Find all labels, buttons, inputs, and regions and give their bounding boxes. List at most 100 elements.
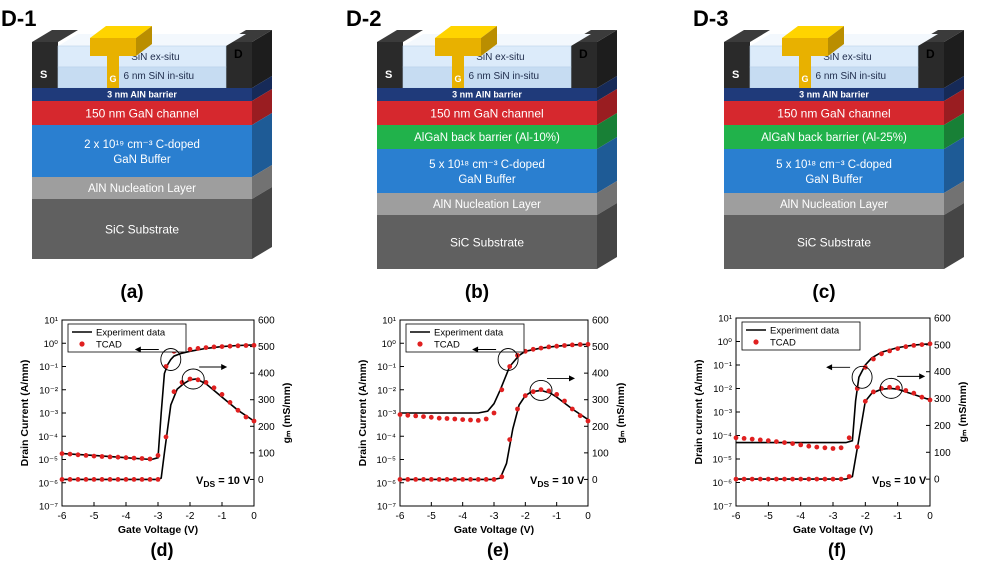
tcad-point: [171, 389, 177, 395]
y2-tick-label: 500: [258, 342, 275, 353]
vds-annotation: VDS = 10 V: [872, 475, 927, 489]
tcad-point: [838, 445, 844, 451]
drain-label: D: [579, 47, 588, 61]
y2-tick-label: 400: [592, 369, 609, 380]
passivation-in-label: 6 nm SiN in-situ: [469, 71, 540, 82]
arrow-left-head: [134, 346, 141, 353]
x-tick-label: -4: [122, 511, 131, 522]
tcad-point: [871, 356, 876, 362]
tcad-point: [814, 444, 820, 450]
tcad-point: [507, 437, 513, 442]
gate-label: G: [109, 74, 116, 84]
tcad-point: [163, 434, 169, 440]
gate-stem: [799, 56, 811, 88]
tcad-point: [483, 477, 489, 482]
tcad-point: [790, 441, 795, 446]
series-line-2: [400, 389, 589, 481]
legend-tcad: TCAD: [434, 340, 460, 351]
tcad-point: [854, 444, 860, 450]
panel-label: (f): [828, 540, 846, 560]
y-tick-label: 10⁻²: [39, 385, 58, 396]
barrier-layer-side: [944, 76, 964, 101]
tcad-point: [397, 412, 403, 417]
tcad-point: [123, 477, 129, 482]
gate-label: G: [454, 74, 461, 84]
tcad-point: [919, 394, 925, 400]
barrier-layer: [724, 88, 944, 101]
source-label: S: [385, 69, 392, 81]
passivation-in-label: 6 nm SiN in-situ: [816, 71, 887, 82]
tcad-point: [790, 476, 795, 482]
tcad-point: [436, 415, 442, 421]
drain-contact: [571, 42, 597, 88]
tcad-point: [428, 414, 434, 420]
x-tick-label: -5: [764, 511, 773, 522]
x-axis-label: Gate Voltage (V): [454, 524, 534, 536]
chart-f: -6 -5 -4 -3 -2 -1 0 10⁻⁷ 10⁻⁶ 10⁻⁵ 10⁻⁴ 10⁻³ 10⁻² 10⁻…: [668, 304, 983, 565]
x-tick-label: 0: [927, 511, 933, 522]
drain-contact-side: [944, 30, 964, 88]
source-label: S: [732, 69, 739, 81]
x-tick-label: -1: [893, 511, 902, 522]
vds-annotation: VDS = 10 V: [530, 475, 585, 489]
series-line-0: [400, 343, 589, 414]
tcad-point: [460, 477, 466, 482]
arrow-left-head: [826, 364, 833, 371]
tcad-point: [67, 451, 73, 457]
tcad-point: [75, 452, 81, 458]
tcad-point: [203, 380, 209, 385]
source-contact-top: [377, 30, 423, 42]
barrier-label: 3 nm AlN barrier: [799, 90, 869, 100]
tcad-point: [91, 453, 97, 459]
legend-point-swatch: [417, 341, 423, 347]
source-contact-top: [32, 30, 78, 42]
buffer-label-1: 5 x 10¹⁸ cm⁻³ C-doped: [429, 159, 545, 171]
tcad-point: [413, 477, 419, 482]
tcad-point: [155, 477, 161, 482]
stack-diagram: D-3 S D SiN ex-situ 6 nm SiN in-situ G 3 nm Al…: [693, 6, 964, 303]
tcad-point: [131, 455, 137, 461]
panel-label: (d): [151, 540, 174, 560]
y2-tick-label: 300: [592, 395, 609, 406]
tcad-point: [107, 477, 113, 482]
tcad-point: [806, 443, 812, 449]
y2-tick-label: 600: [592, 316, 609, 327]
y-tick-label: 10⁻⁶: [39, 478, 59, 489]
tcad-point: [413, 413, 419, 419]
gate-head-top: [90, 26, 152, 38]
tcad-point: [251, 342, 257, 348]
x-tick-label: -5: [90, 511, 99, 522]
tcad-point: [91, 477, 97, 482]
buffer-label-2: GaN Buffer: [113, 154, 170, 166]
x-tick-label: -1: [218, 511, 227, 522]
x-tick-label: -6: [732, 511, 741, 522]
tcad-point: [774, 439, 779, 444]
series-line-0: [61, 344, 255, 461]
drain-contact: [226, 42, 252, 88]
x-tick-label: -2: [861, 511, 870, 522]
panel-label: (e): [487, 540, 509, 560]
tcad-point: [546, 388, 552, 394]
tcad-point: [522, 393, 528, 399]
tcad-point: [139, 477, 145, 482]
drain-label: D: [234, 47, 243, 61]
barrier-layer: [377, 88, 597, 101]
tcad-point: [782, 476, 787, 482]
y-tick-label: 10⁻²: [377, 385, 396, 396]
chart-d: -6 -5 -4 -3 -2 -1 0 10⁻⁷ 10⁻⁶ 10⁻⁵ 10⁻⁴ 10⁻³ 10⁻² 10⁻…: [0, 308, 320, 565]
substrate-label: SiC Substrate: [105, 222, 179, 236]
gate-stem: [107, 56, 119, 88]
transfer-chart: -6 -5 -4 -3 -2 -1 0 10⁻⁷ 10⁻⁶ 10⁻⁵ 10⁻⁴ 10⁻³ 10⁻² 10⁻…: [19, 316, 293, 561]
y-tick-label: 10⁻¹: [713, 361, 732, 372]
tcad-point: [887, 348, 892, 354]
x-tick-label: 0: [585, 511, 591, 522]
stack-diagram: D-2 S D SiN ex-situ 6 nm SiN in-situ G 3 nm Al…: [346, 6, 617, 303]
tcad-point: [235, 343, 241, 349]
gate-label: G: [801, 74, 808, 84]
tcad-point: [562, 398, 567, 404]
legend-point-swatch: [79, 341, 85, 347]
drain-contact-side: [252, 30, 272, 88]
tcad-point: [911, 390, 917, 396]
channel-label: 150 nm GaN channel: [777, 106, 890, 120]
drain-contact-side: [597, 30, 617, 88]
